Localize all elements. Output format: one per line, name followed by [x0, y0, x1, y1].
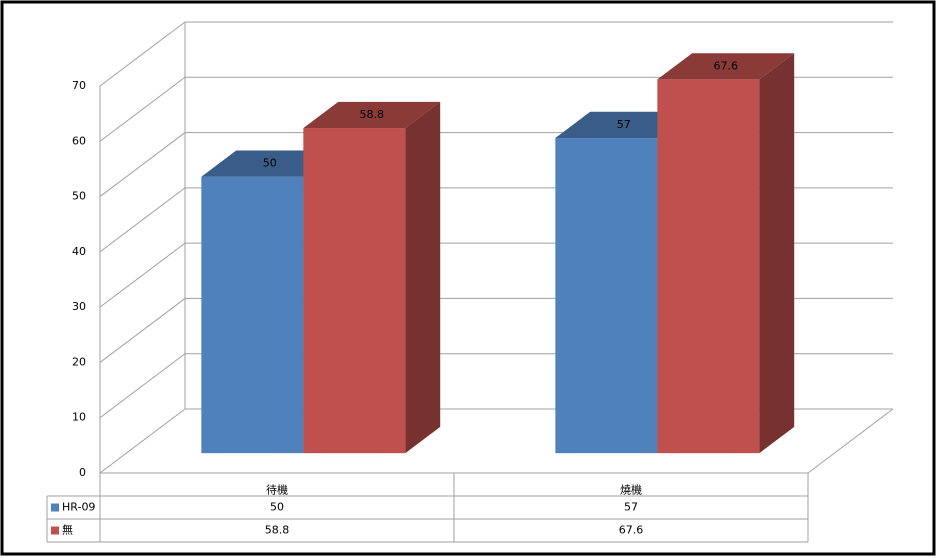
grid-line [99, 298, 186, 363]
grid-line [99, 187, 186, 253]
y-tick-label: 20 [72, 355, 86, 368]
table-value: 58.8 [265, 524, 290, 537]
value-label: 58.8 [360, 108, 385, 121]
bar-top [657, 53, 795, 80]
value-label: 57 [617, 118, 631, 131]
bar-top [303, 101, 441, 129]
grid-line [99, 242, 186, 308]
y-tick-label: 0 [79, 466, 86, 479]
bar-side [759, 53, 795, 454]
y-tick-label: 30 [72, 300, 86, 313]
legend-label: HR-09 [62, 501, 95, 514]
grid-line [99, 76, 186, 142]
grid-line [99, 353, 186, 419]
y-tick-label: 40 [72, 245, 86, 258]
legend-swatch [51, 526, 59, 535]
y-tick-label: 60 [72, 134, 86, 147]
grid-line [99, 408, 186, 474]
table-value: 67.6 [619, 524, 644, 537]
grid-line [99, 132, 186, 197]
bar-front [201, 176, 304, 454]
value-label: 67.6 [714, 59, 739, 72]
bar-front [303, 128, 406, 454]
legend-label: 無 [62, 523, 73, 537]
bar-front [657, 79, 760, 454]
floor-edge [807, 408, 894, 474]
table-value: 50 [270, 501, 284, 514]
value-label: 50 [263, 157, 277, 170]
y-tick-label: 50 [72, 190, 86, 203]
grid-line [99, 21, 186, 87]
category-label: 待機 [266, 483, 288, 497]
bar-side [405, 101, 441, 454]
y-tick-label: 70 [72, 79, 86, 92]
y-tick-label: 10 [72, 411, 86, 424]
bar-front [555, 138, 658, 454]
legend-swatch [51, 503, 59, 512]
table-value: 57 [624, 501, 638, 514]
category-label: 燒機 [620, 483, 642, 497]
